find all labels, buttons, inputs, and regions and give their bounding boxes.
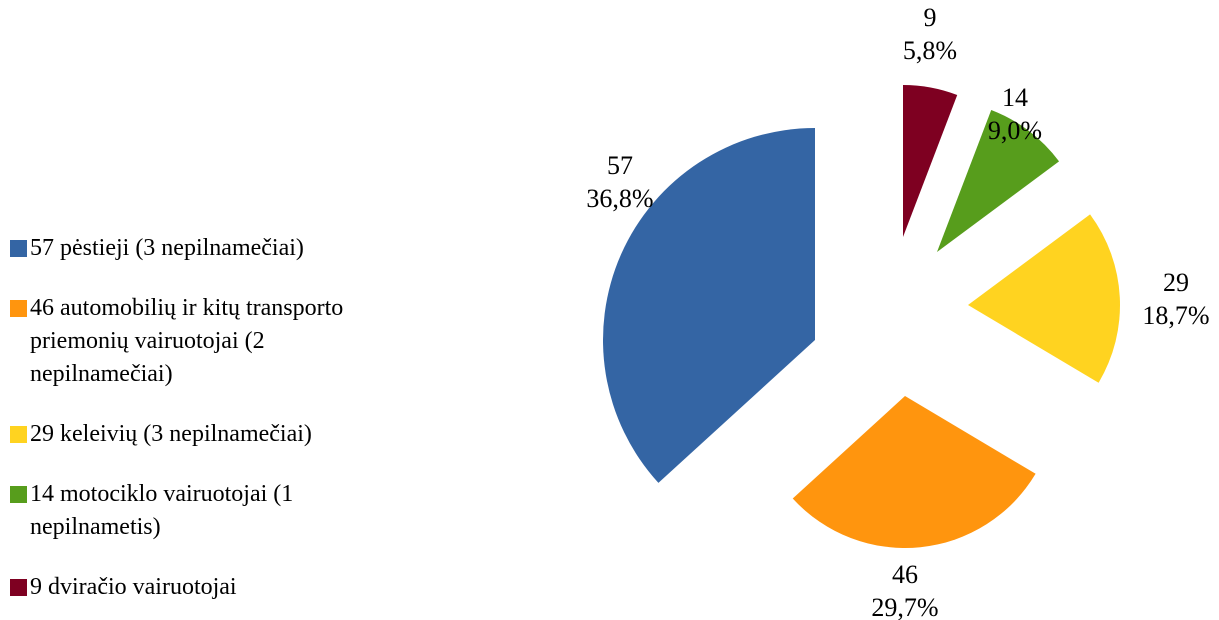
legend-swatch xyxy=(10,300,27,317)
legend-label: 9 dviračio vairuotojai xyxy=(30,574,237,600)
legend-swatch xyxy=(10,240,27,257)
legend-item: 46 automobilių ir kitų transporto priemo… xyxy=(10,292,410,391)
legend-label: 46 automobilių ir kitų transporto priemo… xyxy=(30,295,344,387)
legend-swatch xyxy=(10,426,27,443)
legend: 57 pėstieji (3 nepilnamečiai) 46 automobi… xyxy=(10,232,410,620)
percent-label: 29,7% xyxy=(871,593,938,620)
pie-slice xyxy=(968,214,1121,383)
value-label: 46 xyxy=(892,560,918,589)
value-label: 9 xyxy=(924,3,937,32)
pie-slice xyxy=(903,85,958,237)
value-label: 14 xyxy=(1002,83,1028,112)
legend-swatch xyxy=(10,486,27,503)
pie-slice xyxy=(602,128,815,483)
value-label: 57 xyxy=(607,151,633,180)
percent-label: 9,0% xyxy=(988,116,1042,145)
legend-item: 9 dviračio vairuotojai xyxy=(10,571,410,604)
legend-label: 29 keleivių (3 nepilnamečiai) xyxy=(30,421,312,447)
pie-slice xyxy=(937,110,1060,253)
value-label: 29 xyxy=(1163,268,1189,297)
legend-label: 57 pėstieji (3 nepilnamečiai) xyxy=(30,235,304,261)
percent-label: 18,7% xyxy=(1142,301,1209,330)
percent-label: 36,8% xyxy=(586,184,653,213)
legend-swatch xyxy=(10,579,27,596)
percent-label: 5,8% xyxy=(903,36,957,65)
legend-item: 14 motociklo vairuotojai (1 nepilnametis… xyxy=(10,478,410,544)
pie-slice xyxy=(792,396,1036,548)
legend-label: 14 motociklo vairuotojai (1 nepilnametis… xyxy=(30,481,294,540)
legend-item: 57 pėstieji (3 nepilnamečiai) xyxy=(10,232,410,265)
legend-item: 29 keleivių (3 nepilnamečiai) xyxy=(10,418,410,451)
